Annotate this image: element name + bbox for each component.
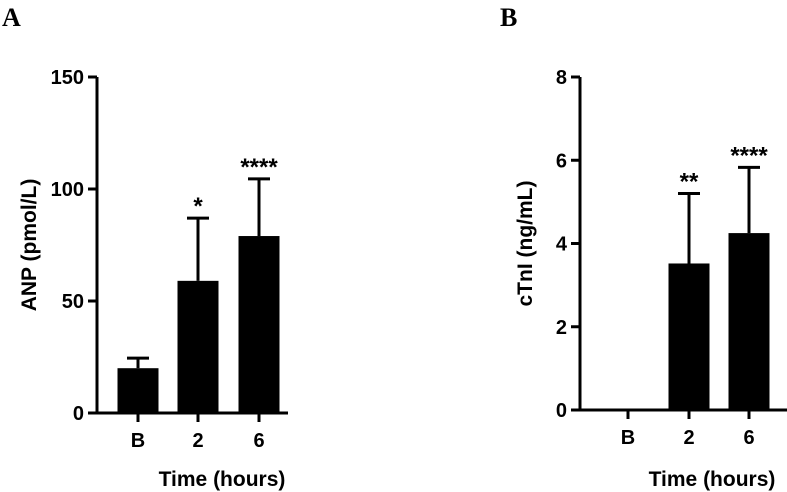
chart-panel-b: 0 2 4 6 8 B ** 2 **** 6 Time (hours) cTnI (ng/mL) — [514, 67, 787, 491]
y-axis-title-a: ANP (pmol/L) — [18, 179, 41, 312]
panel-letter-b: B — [500, 3, 517, 32]
x-tick-label-b: 2 — [683, 427, 694, 449]
bar-a — [238, 236, 280, 413]
significance-label-b: **** — [730, 142, 768, 169]
x-tick-label-a: B — [131, 430, 145, 452]
x-tick-label-a: 2 — [192, 430, 203, 452]
x-tick-label-b: 6 — [743, 427, 754, 449]
y-tick-label-b: 0 — [556, 400, 567, 422]
y-tick-label-b: 4 — [556, 234, 568, 256]
x-tick-label-a: 6 — [253, 430, 264, 452]
significance-label-a: * — [193, 193, 203, 220]
y-tick-label-a: 0 — [73, 403, 84, 425]
bar-b — [728, 233, 770, 410]
bar-a — [177, 280, 219, 413]
y-tick-label-a: 50 — [62, 291, 84, 313]
y-tick-label-b: 2 — [556, 317, 567, 339]
bar-b — [668, 263, 710, 410]
y-tick-label-a: 150 — [51, 67, 84, 89]
bar-a — [117, 368, 159, 413]
x-axis-title-b: Time (hours) — [649, 468, 776, 491]
y-axis-title-b: cTnI (ng/mL) — [514, 181, 537, 307]
y-tick-label-b: 8 — [556, 67, 567, 89]
y-tick-label-a: 100 — [51, 179, 84, 201]
significance-label-a: **** — [240, 154, 278, 181]
x-tick-label-b: B — [621, 427, 635, 449]
panel-letter-a: A — [2, 3, 21, 32]
significance-label-b: ** — [680, 169, 699, 196]
chart-panel-a: 0 50 100 150 B * 2 **** 6 Time (hours) ANP (pmol/L… — [18, 67, 288, 491]
x-axis-title-a: Time (hours) — [159, 468, 286, 491]
y-tick-label-b: 6 — [556, 150, 567, 172]
